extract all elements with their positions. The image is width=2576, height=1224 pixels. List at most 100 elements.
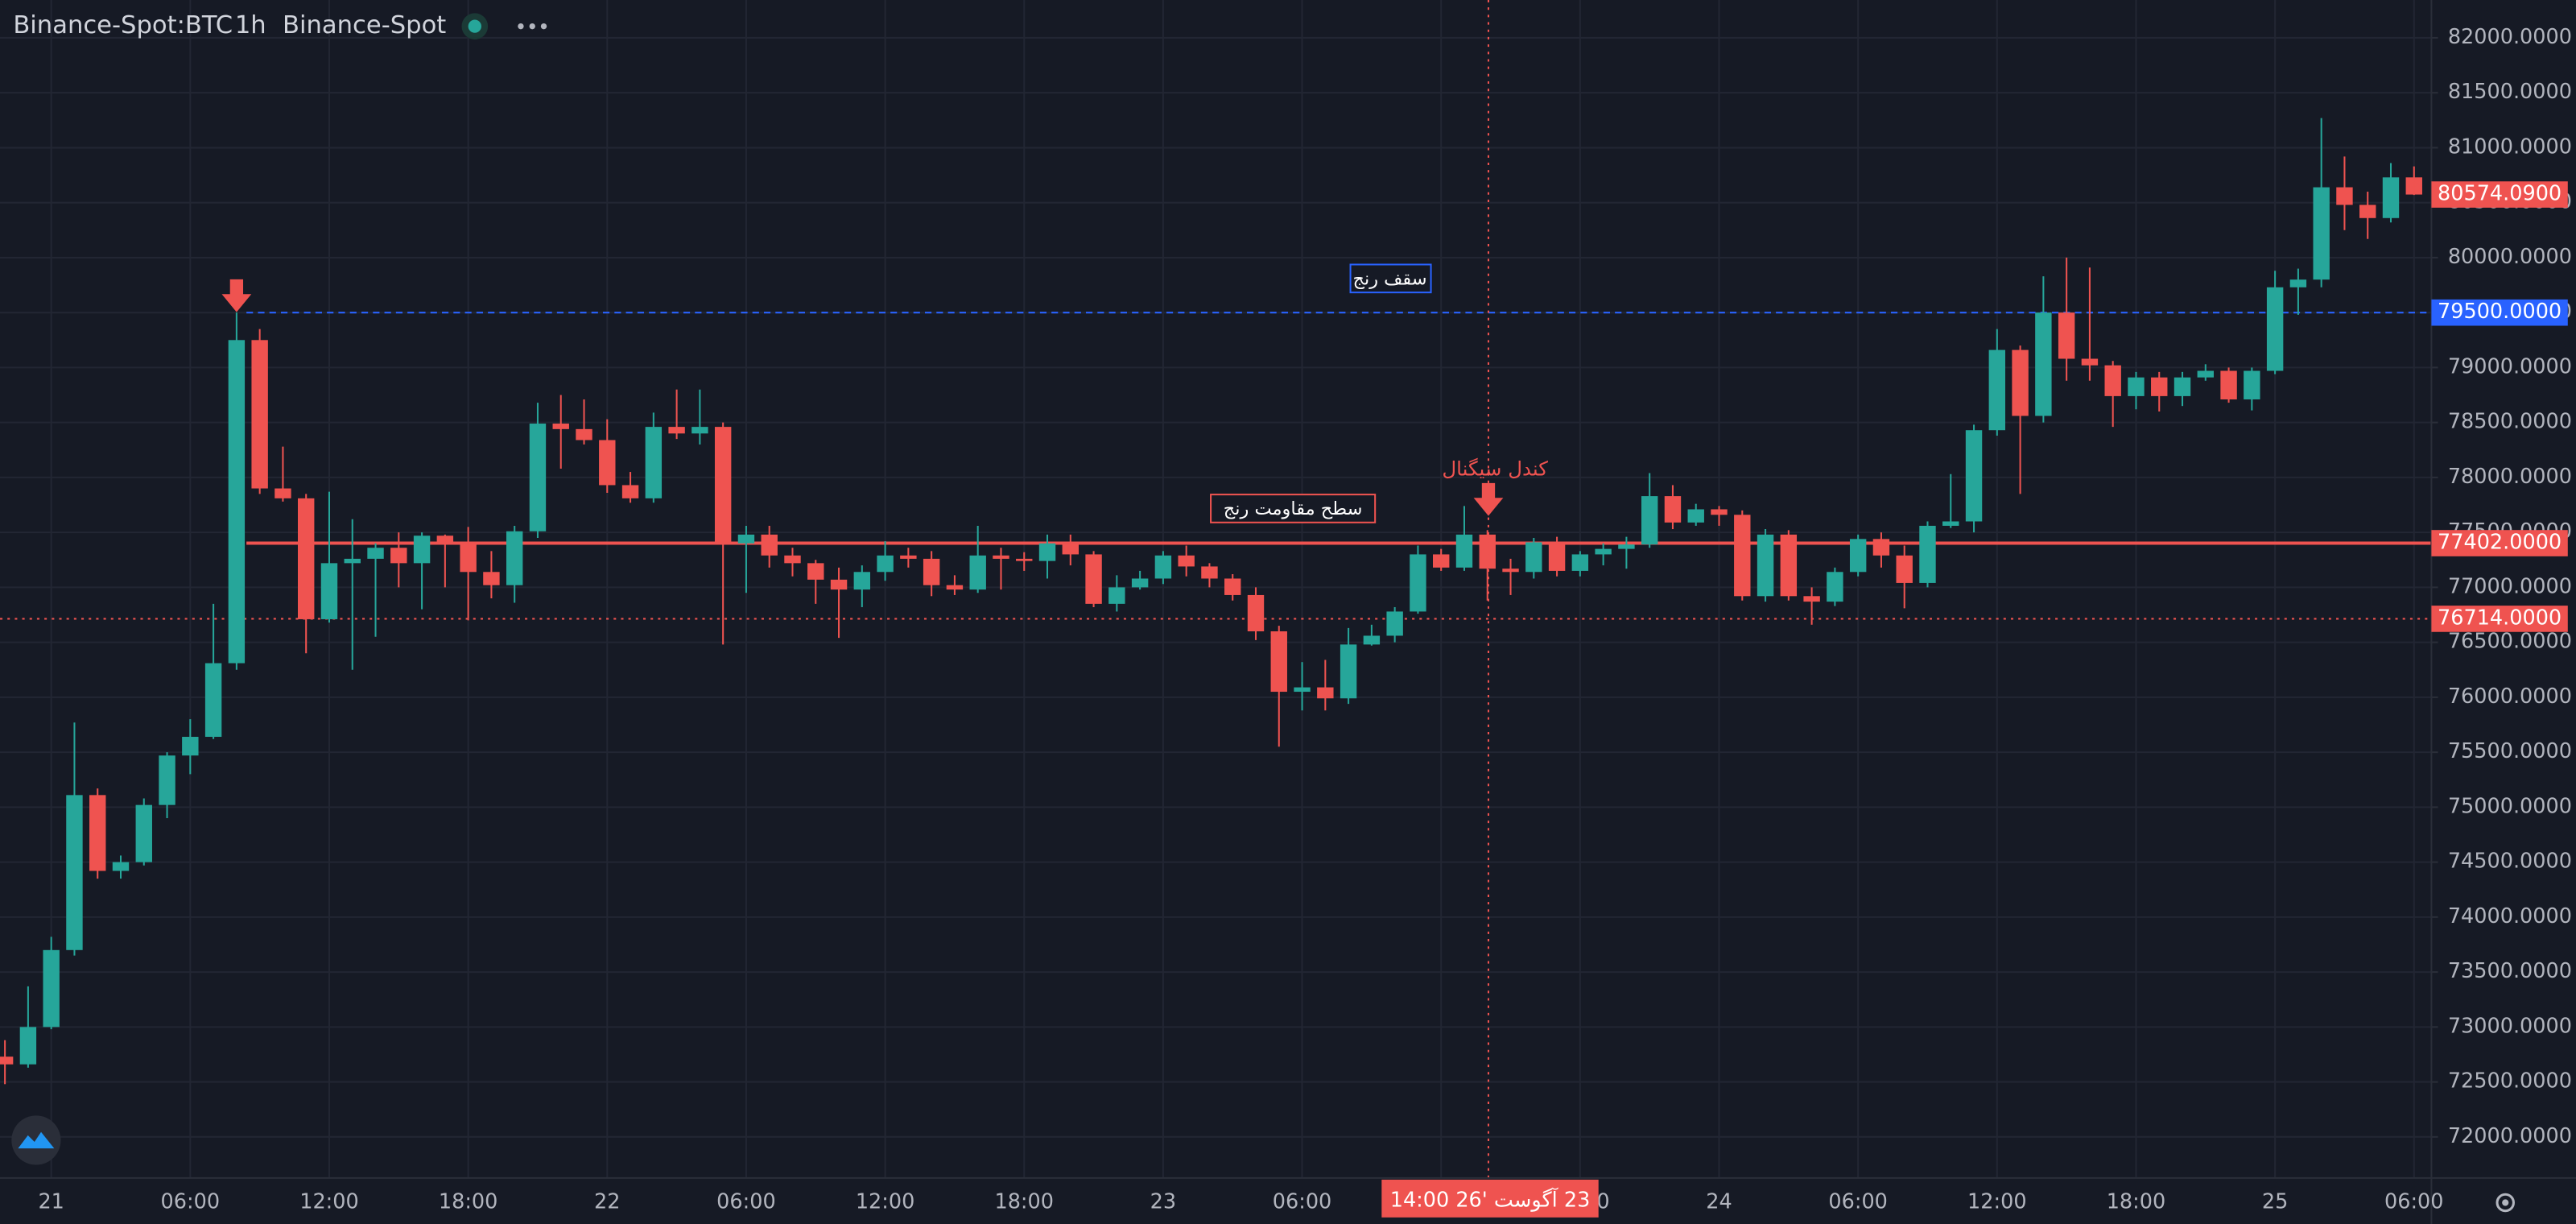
candle-body xyxy=(390,548,407,564)
y-tick-label: 76000.0000 xyxy=(2448,684,2572,709)
y-tick-label: 78000.0000 xyxy=(2448,465,2572,489)
candle-body xyxy=(204,663,222,738)
candle-body xyxy=(1942,521,1959,526)
candle-body xyxy=(135,804,152,862)
candle-body xyxy=(182,737,199,756)
arrow xyxy=(1473,482,1504,516)
y-tick-label: 78500.0000 xyxy=(2448,410,2572,434)
candle-body xyxy=(1780,534,1798,597)
candle-body xyxy=(1016,558,1033,561)
candle-body xyxy=(1618,544,1635,549)
candle-body xyxy=(1038,543,1056,561)
candle-body xyxy=(1433,554,1450,568)
x-tick-label: 06:00 xyxy=(2384,1189,2444,1214)
arrow xyxy=(221,279,252,312)
candle-body xyxy=(714,427,732,544)
candle-body xyxy=(2012,349,2029,416)
candle-body xyxy=(1919,525,1936,583)
x-tick-label: 12:00 xyxy=(856,1189,915,1214)
candle-body xyxy=(1108,587,1125,604)
candle-body xyxy=(1525,542,1542,573)
more-menu[interactable] xyxy=(518,23,547,30)
candle-body xyxy=(460,544,477,573)
candle-body xyxy=(275,488,291,498)
candle-body xyxy=(19,1027,37,1065)
y-tick-label: 72500.0000 xyxy=(2448,1069,2572,1094)
y-tick-label: 82000.0000 xyxy=(2448,25,2572,49)
candle-body xyxy=(89,795,106,871)
x-tick-label: 25 xyxy=(2262,1189,2288,1214)
candle-body xyxy=(506,531,523,585)
candle-body xyxy=(923,558,940,585)
crosshair-price-label: 76714.0000 xyxy=(2438,606,2562,630)
crosshair-time-tag xyxy=(1381,1179,1599,1218)
candle-body xyxy=(2081,358,2099,366)
annotation: کندل سیگنال xyxy=(1442,457,1548,481)
candle-body xyxy=(1340,644,1357,699)
x-tick-label: 12:00 xyxy=(1967,1189,2027,1214)
candle-body xyxy=(1085,554,1102,604)
candle-body xyxy=(367,548,384,559)
candle-body xyxy=(830,579,848,590)
y-tick-label: 75500.0000 xyxy=(2448,739,2572,763)
candle-body xyxy=(1178,555,1195,567)
candle-body xyxy=(1502,569,1519,573)
candle-body xyxy=(784,555,801,564)
candle-body xyxy=(1131,578,1149,588)
settings-icon[interactable] xyxy=(2496,1193,2515,1213)
x-tick-label: 18:00 xyxy=(439,1189,498,1214)
candle-body xyxy=(668,427,685,434)
candle-body xyxy=(1664,496,1682,523)
candle-body xyxy=(483,572,500,585)
candle-body xyxy=(320,563,338,619)
y-tick-label: 74500.0000 xyxy=(2448,850,2572,874)
annotation: سطح مقاومت رنج xyxy=(1224,498,1363,519)
crosshair-tags: 76714.0000 23 آگوست '26 14:00 xyxy=(1381,606,2568,1218)
price-tag-label: 79500.0000 xyxy=(2438,300,2562,324)
candle-body xyxy=(1734,515,1751,597)
candle-body xyxy=(2035,312,2052,416)
candle-body xyxy=(2220,370,2237,399)
candle-body xyxy=(599,440,616,486)
x-tick-label: 23 xyxy=(1150,1189,1176,1214)
candle-body xyxy=(576,428,592,440)
y-tick-label: 81500.0000 xyxy=(2448,80,2572,104)
candle-body xyxy=(1827,572,1843,602)
candle-body xyxy=(298,498,315,619)
candle-body xyxy=(1803,596,1820,602)
crosshair-time-label: 23 آگوست '26 14:00 xyxy=(1390,1187,1591,1212)
candle-body xyxy=(1363,635,1381,645)
candle-body xyxy=(1386,611,1403,636)
y-tick-label: 76500.0000 xyxy=(2448,630,2572,654)
price-tags: 79500.0000 77402.0000 80574.0900 xyxy=(2431,181,2568,556)
x-tick-label: 06:00 xyxy=(1273,1189,1332,1214)
candle-body xyxy=(1687,509,1704,523)
y-tick-label: 74000.0000 xyxy=(2448,904,2572,928)
interval: 1h xyxy=(235,11,266,39)
candle-body xyxy=(807,563,824,580)
x-tick-label: 12:00 xyxy=(299,1189,359,1214)
candle-body xyxy=(43,949,60,1028)
candle-body xyxy=(2197,370,2214,378)
candle-body xyxy=(436,536,454,545)
candle-body xyxy=(2289,279,2307,287)
crosshair-price-tag xyxy=(2431,606,2568,632)
candle-body xyxy=(761,534,778,556)
price-tag xyxy=(2431,530,2568,556)
candle-body xyxy=(2359,205,2376,218)
candle-body xyxy=(1224,578,1241,595)
candle-body xyxy=(877,555,894,573)
candle-body xyxy=(2151,377,2168,396)
status-dot xyxy=(468,19,481,33)
candle-body xyxy=(159,755,175,805)
candle-body xyxy=(1247,594,1265,631)
x-tick-label: 06:00 xyxy=(716,1189,776,1214)
candle-body xyxy=(1294,687,1311,693)
candle-body xyxy=(853,572,871,590)
candle-body xyxy=(1988,349,2006,431)
x-tick-label: 22 xyxy=(594,1189,620,1214)
candle-body xyxy=(1595,548,1612,555)
